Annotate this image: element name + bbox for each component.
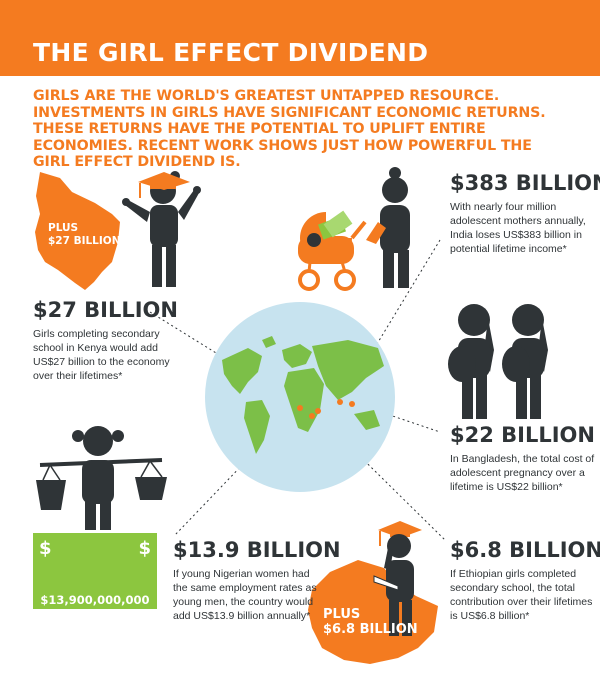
stat-bangladesh-amount: $22 BILLION [450,423,595,447]
intro-text: GIRLS ARE THE WORLD'S GREATEST UNTAPPED … [33,88,546,170]
india-marker [337,399,343,405]
water-carrier-icon [36,426,167,530]
stat-ethiopia: $6.8 BILLION If Ethiopian girls complete… [450,537,600,623]
kenya-value-label: $27 BILLION [48,235,121,247]
stat-bangladesh: $22 BILLION In Bangladesh, the total cos… [450,422,595,494]
pregnant-girls-icon [448,304,548,419]
banknote: $ $ $13,900,000,000 [33,533,157,609]
stat-ethiopia-amount: $6.8 BILLION [450,538,600,562]
ethiopia-map [308,560,438,664]
bangladesh-marker [349,401,355,407]
dollar-right-icon: $ [138,538,151,559]
ethiopia-marker [315,408,321,414]
stat-kenya-amount: $27 BILLION [33,298,178,322]
stroller-money-icon [298,210,367,291]
stat-nigeria-amount: $13.9 BILLION [173,538,341,562]
ethiopia-plus-label: PLUS [323,607,361,622]
stat-india-desc: With nearly four million adolescent moth… [450,201,586,255]
dollar-left-icon: $ [39,538,52,559]
ethiopia-map-label: PLUS $6.8 BILLION [323,607,418,637]
reading-graduate-icon [373,521,422,636]
stat-kenya-desc: Girls completing secondary school in Ken… [33,328,170,382]
stat-bangladesh-desc: In Bangladesh, the total cost of adolesc… [450,453,595,493]
world-globe [205,302,395,492]
page-title: THE GIRL EFFECT DIVIDEND [33,38,429,67]
stat-india: $383 BILLION With nearly four million ad… [450,170,600,256]
nigeria-marker [297,405,303,411]
kenya-marker [309,413,315,419]
kenya-plus-label: PLUS [48,222,79,234]
stat-nigeria-desc: If young Nigerian women had the same emp… [173,568,317,622]
kenya-map-label: PLUS $27 BILLION [48,222,121,248]
header-banner: THE GIRL EFFECT DIVIDEND [0,0,600,76]
ethiopia-value-label: $6.8 BILLION [323,622,418,637]
mother-icon [366,167,410,288]
banknote-amount: $13,900,000,000 [40,593,150,607]
graduate-girl-icon [122,171,201,287]
stat-nigeria: $13.9 BILLION If young Nigerian women ha… [173,537,341,623]
stat-kenya: $27 BILLION Girls completing secondary s… [33,297,183,383]
stat-ethiopia-desc: If Ethiopian girls completed secondary s… [450,568,593,622]
kenya-map [35,172,120,290]
connector-bangladesh [359,404,441,433]
stat-india-amount: $383 BILLION [450,171,600,195]
connector-nigeria [174,409,296,536]
